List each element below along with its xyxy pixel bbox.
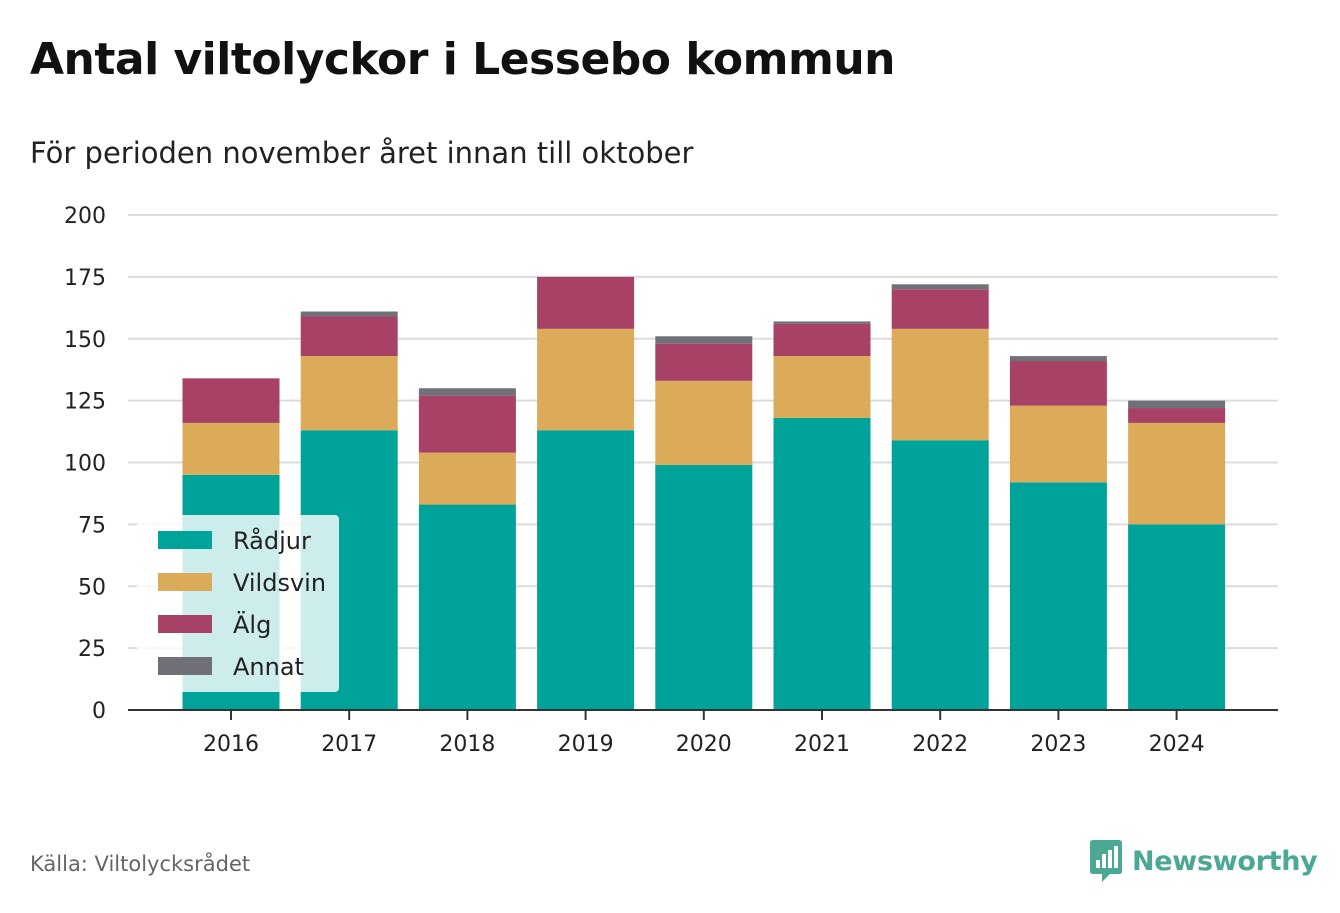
bar-älg-2018 bbox=[418, 395, 516, 453]
brand-name: Newsworthy bbox=[1132, 845, 1318, 877]
y-tick-label-75: 75 bbox=[78, 513, 106, 538]
x-tick-label-2022: 2022 bbox=[912, 732, 968, 757]
bar-vildsvin-2023 bbox=[1009, 405, 1107, 483]
legend: Rådjur Vildsvin Älg Annat bbox=[137, 515, 339, 692]
legend-swatch-rådjur bbox=[158, 531, 212, 549]
x-tick-label-2017: 2017 bbox=[321, 732, 377, 757]
bar-vildsvin-2016 bbox=[182, 422, 280, 475]
bar-chart-logo-icon bbox=[1090, 840, 1122, 882]
bar-stack-2020 bbox=[655, 336, 753, 710]
legend-background bbox=[137, 515, 339, 692]
bar-annat-2022 bbox=[891, 284, 989, 290]
y-axis-ticks: 0 25 50 75 100 125 150 175 200 bbox=[64, 204, 106, 724]
bar-stack-2018 bbox=[418, 388, 516, 710]
bar-vildsvin-2021 bbox=[773, 356, 871, 418]
y-tick-label-50: 50 bbox=[78, 575, 106, 600]
bar-rådjur-2019 bbox=[537, 430, 635, 710]
bar-annat-2018 bbox=[418, 388, 516, 396]
y-tick-label-100: 100 bbox=[64, 452, 106, 477]
bar-vildsvin-2017 bbox=[300, 356, 398, 431]
legend-swatch-älg bbox=[158, 615, 212, 633]
bar-rådjur-2022 bbox=[891, 440, 989, 710]
legend-label-älg: Älg bbox=[233, 610, 271, 639]
bar-annat-2021 bbox=[773, 321, 871, 324]
y-tick-label-175: 175 bbox=[64, 266, 106, 291]
chart-title: Antal viltolyckor i Lessebo kommun bbox=[30, 34, 895, 85]
x-tick-label-2016: 2016 bbox=[203, 732, 259, 757]
bar-annat-2023 bbox=[1009, 356, 1107, 362]
bar-vildsvin-2019 bbox=[537, 328, 635, 431]
bar-älg-2016 bbox=[182, 378, 280, 423]
legend-label-vildsvin: Vildsvin bbox=[233, 569, 326, 597]
bar-stack-2023 bbox=[1009, 356, 1107, 710]
bar-älg-2022 bbox=[891, 289, 989, 329]
x-axis-ticks: 2016 2017 2018 2019 2020 2021 2022 2023 2024 bbox=[203, 710, 1205, 757]
bar-stack-2019 bbox=[537, 276, 635, 710]
bar-rådjur-2024 bbox=[1128, 524, 1226, 710]
bar-älg-2021 bbox=[773, 323, 871, 357]
y-tick-label-150: 150 bbox=[64, 328, 106, 353]
bar-älg-2023 bbox=[1009, 361, 1107, 406]
bars bbox=[182, 276, 1226, 710]
y-tick-label-125: 125 bbox=[64, 390, 106, 415]
bar-älg-2020 bbox=[655, 343, 753, 381]
bar-älg-2017 bbox=[300, 316, 398, 357]
legend-label-annat: Annat bbox=[233, 653, 304, 681]
bar-stack-2022 bbox=[891, 284, 989, 710]
bar-älg-2019 bbox=[537, 276, 635, 329]
bar-älg-2024 bbox=[1128, 408, 1226, 423]
bar-vildsvin-2018 bbox=[418, 452, 516, 505]
y-tick-label-200: 200 bbox=[64, 204, 106, 229]
chart-subtitle: För perioden november året innan till ok… bbox=[30, 136, 694, 170]
bar-rådjur-2021 bbox=[773, 417, 871, 710]
source-note: Källa: Viltolycksrådet bbox=[30, 852, 251, 876]
x-tick-label-2018: 2018 bbox=[439, 732, 495, 757]
bar-stack-2021 bbox=[773, 321, 871, 710]
bar-stack-2024 bbox=[1128, 400, 1226, 710]
bar-vildsvin-2022 bbox=[891, 328, 989, 441]
x-tick-label-2023: 2023 bbox=[1030, 732, 1086, 757]
bar-annat-2020 bbox=[655, 336, 753, 344]
legend-label-rådjur: Rådjur bbox=[233, 526, 311, 555]
legend-swatch-annat bbox=[158, 657, 212, 675]
x-tick-label-2019: 2019 bbox=[558, 732, 614, 757]
bar-vildsvin-2020 bbox=[655, 380, 753, 465]
x-tick-label-2024: 2024 bbox=[1149, 732, 1205, 757]
bar-vildsvin-2024 bbox=[1128, 422, 1226, 525]
legend-swatch-vildsvin bbox=[158, 573, 212, 591]
x-tick-label-2021: 2021 bbox=[794, 732, 850, 757]
bar-annat-2017 bbox=[300, 311, 398, 317]
bar-rådjur-2018 bbox=[418, 504, 516, 710]
y-tick-label-0: 0 bbox=[92, 699, 106, 724]
bar-rådjur-2020 bbox=[655, 464, 753, 710]
bar-stack-2017 bbox=[300, 311, 398, 710]
bar-rådjur-2023 bbox=[1009, 482, 1107, 710]
y-tick-label-25: 25 bbox=[78, 637, 106, 662]
bar-annat-2024 bbox=[1128, 400, 1226, 409]
x-tick-label-2020: 2020 bbox=[676, 732, 732, 757]
brand-logo: Newsworthy bbox=[1088, 838, 1318, 884]
